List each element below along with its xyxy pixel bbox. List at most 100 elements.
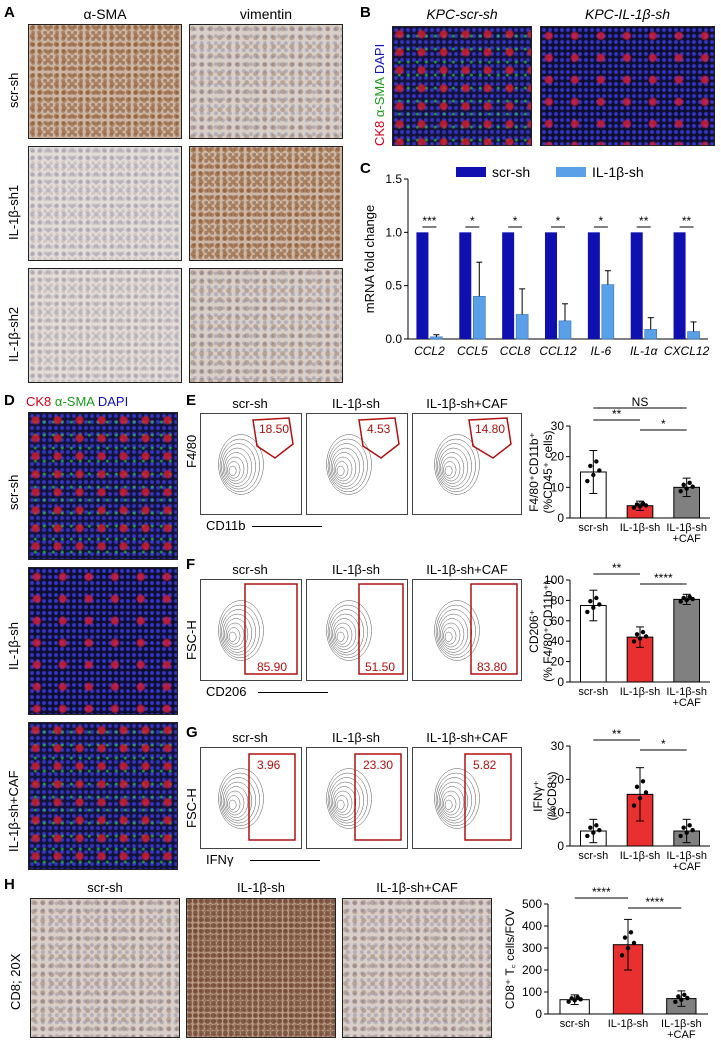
flow-f-scr: 85.90 (200, 579, 302, 681)
contour-ring (441, 790, 461, 816)
chartE-datapoint (591, 472, 596, 478)
stain-dapi: DAPI (372, 43, 387, 75)
chartH-sig-label: **** (592, 885, 611, 899)
panel-a-row-label-sh1: IL-1β-sh1 (6, 184, 21, 240)
chartG-datapoint (690, 827, 695, 833)
c-legend-swatch-scr (456, 167, 486, 177)
flow-e-scr: 18.50 (200, 413, 302, 515)
chartE-datapoint (684, 486, 689, 491)
contour-ring (336, 631, 345, 642)
c-legend-swatch-il1b (556, 167, 586, 177)
ihc-vimentin-il1b-sh2 (189, 268, 343, 383)
chartF-category-label: scr-sh (578, 686, 608, 698)
gate-g-caf: 5.82 (473, 758, 497, 772)
panel-d-stain-legend: CK8 α-SMA DAPI (26, 394, 128, 409)
flow-g-il1b: 23.30 (306, 747, 408, 849)
if-image-d-il1b-sh (28, 567, 178, 715)
c-category-label: CCL2 (414, 344, 445, 358)
contour-ring (332, 786, 357, 818)
chartG-datapoint (588, 825, 593, 830)
panel-e-yaxis: F4/80 (184, 434, 199, 468)
c-bar-il1b (515, 314, 529, 340)
chartH-category-label: IL-1β-sh (661, 1018, 702, 1030)
c-sig-label: * (556, 214, 561, 228)
contour-ring (326, 600, 372, 661)
contour-ring (441, 456, 461, 482)
panel-f-x-arrow (258, 692, 328, 693)
c-bar-il1b (558, 320, 572, 340)
c-bar-il1b (430, 336, 443, 340)
chartF-datapoint (637, 636, 643, 641)
contour-ring (333, 456, 353, 482)
chartG-ylabel: IFNγ⁺ (531, 780, 545, 812)
c-sig-label: ** (639, 214, 649, 228)
contour-ring (221, 443, 256, 490)
c-ytick-label: 1.0 (385, 225, 402, 239)
chartE-category-label: scr-sh (578, 522, 608, 534)
chartE-category-label: IL-1β-sh (666, 522, 707, 534)
contour-ring (335, 795, 349, 813)
chartF-category-label: +CAF (672, 697, 701, 709)
contour-ring (438, 613, 469, 653)
c-bar-scr (673, 232, 686, 339)
panel-h-title-scr: scr-sh (87, 880, 123, 895)
chartG-datapoint (681, 825, 686, 830)
contour-ring (218, 434, 264, 495)
chartG-datapoint (597, 827, 602, 833)
chartG-ytick-label: 0 (557, 839, 564, 853)
c-ytick-label: 0.5 (385, 279, 402, 293)
chartG-datapoint (640, 779, 646, 784)
panel-a-row-label-sh2: IL-1β-sh2 (6, 306, 21, 362)
c-category-label: CCL8 (500, 344, 531, 358)
chartG-datapoint (585, 833, 590, 839)
panel-h-label: H (4, 876, 15, 893)
panel-b-title-scr: KPC-scr-sh (426, 6, 498, 22)
contour-ring (228, 799, 237, 810)
contour-ring (444, 465, 453, 476)
chartF-sig-label: **** (654, 571, 673, 585)
c-ylabel: mRNA fold change (362, 205, 377, 313)
contour-ring (219, 438, 260, 493)
contour-ring (222, 447, 253, 487)
contour-ring (443, 795, 457, 813)
stain-ck8-d: CK8 (26, 394, 52, 409)
contour-ring (335, 627, 349, 645)
contour-ring (326, 768, 372, 829)
flow-e-scr-contour (218, 434, 264, 495)
chartE-datapoint (631, 505, 637, 510)
stain-asma-d: α-SMA (54, 394, 95, 409)
chartF-sig-label: ** (612, 561, 622, 575)
ihc-vimentin-il1b-sh1 (189, 146, 343, 261)
c-legend-label-il1b: IL-1β-sh (592, 165, 644, 180)
contour-ring (228, 631, 237, 642)
chartF-datapoint (684, 597, 689, 603)
chartH-category-label: scr-sh (560, 1018, 590, 1030)
chartG-sig-label: * (661, 737, 666, 751)
flow-g-caf: 5.82 (412, 747, 522, 849)
contour-ring (224, 786, 249, 818)
panel-g-title-il1b: IL-1β-sh (332, 730, 380, 745)
ihc-cd8-scr-sh (30, 898, 180, 1038)
panel-g-title-scr: scr-sh (232, 730, 268, 745)
chartE-sig-label: * (661, 417, 666, 431)
contour-ring (218, 600, 264, 661)
chartH-ytick-label: 200 (522, 963, 542, 977)
chartF-datapoint (597, 602, 602, 607)
chartH-datapoint (682, 992, 687, 998)
chart-e-group: 0 10 20 30 F4/80⁺CD11b⁺ (%CD45⁺ cells) scr-sh I… (528, 395, 710, 545)
c-bar-il1b (472, 296, 486, 340)
panel-e-title-caf: IL-1β-sh+CAF (426, 396, 508, 411)
c-category-label: CXCL12 (664, 344, 710, 358)
contour-ring (227, 627, 241, 645)
contour-ring (434, 600, 480, 661)
chartH-sig-label: **** (645, 895, 664, 909)
flow-e-il1b-contour (326, 434, 372, 495)
c-ytick-label: 1.5 (385, 172, 402, 186)
chartG-datapoint (591, 830, 596, 835)
chartG-category-label: IL-1β-sh (620, 850, 661, 862)
contour-ring (435, 604, 476, 659)
gate-e-il1b: 4.53 (367, 422, 391, 436)
panel-a-label: A (4, 4, 15, 21)
contour-ring (438, 781, 469, 821)
